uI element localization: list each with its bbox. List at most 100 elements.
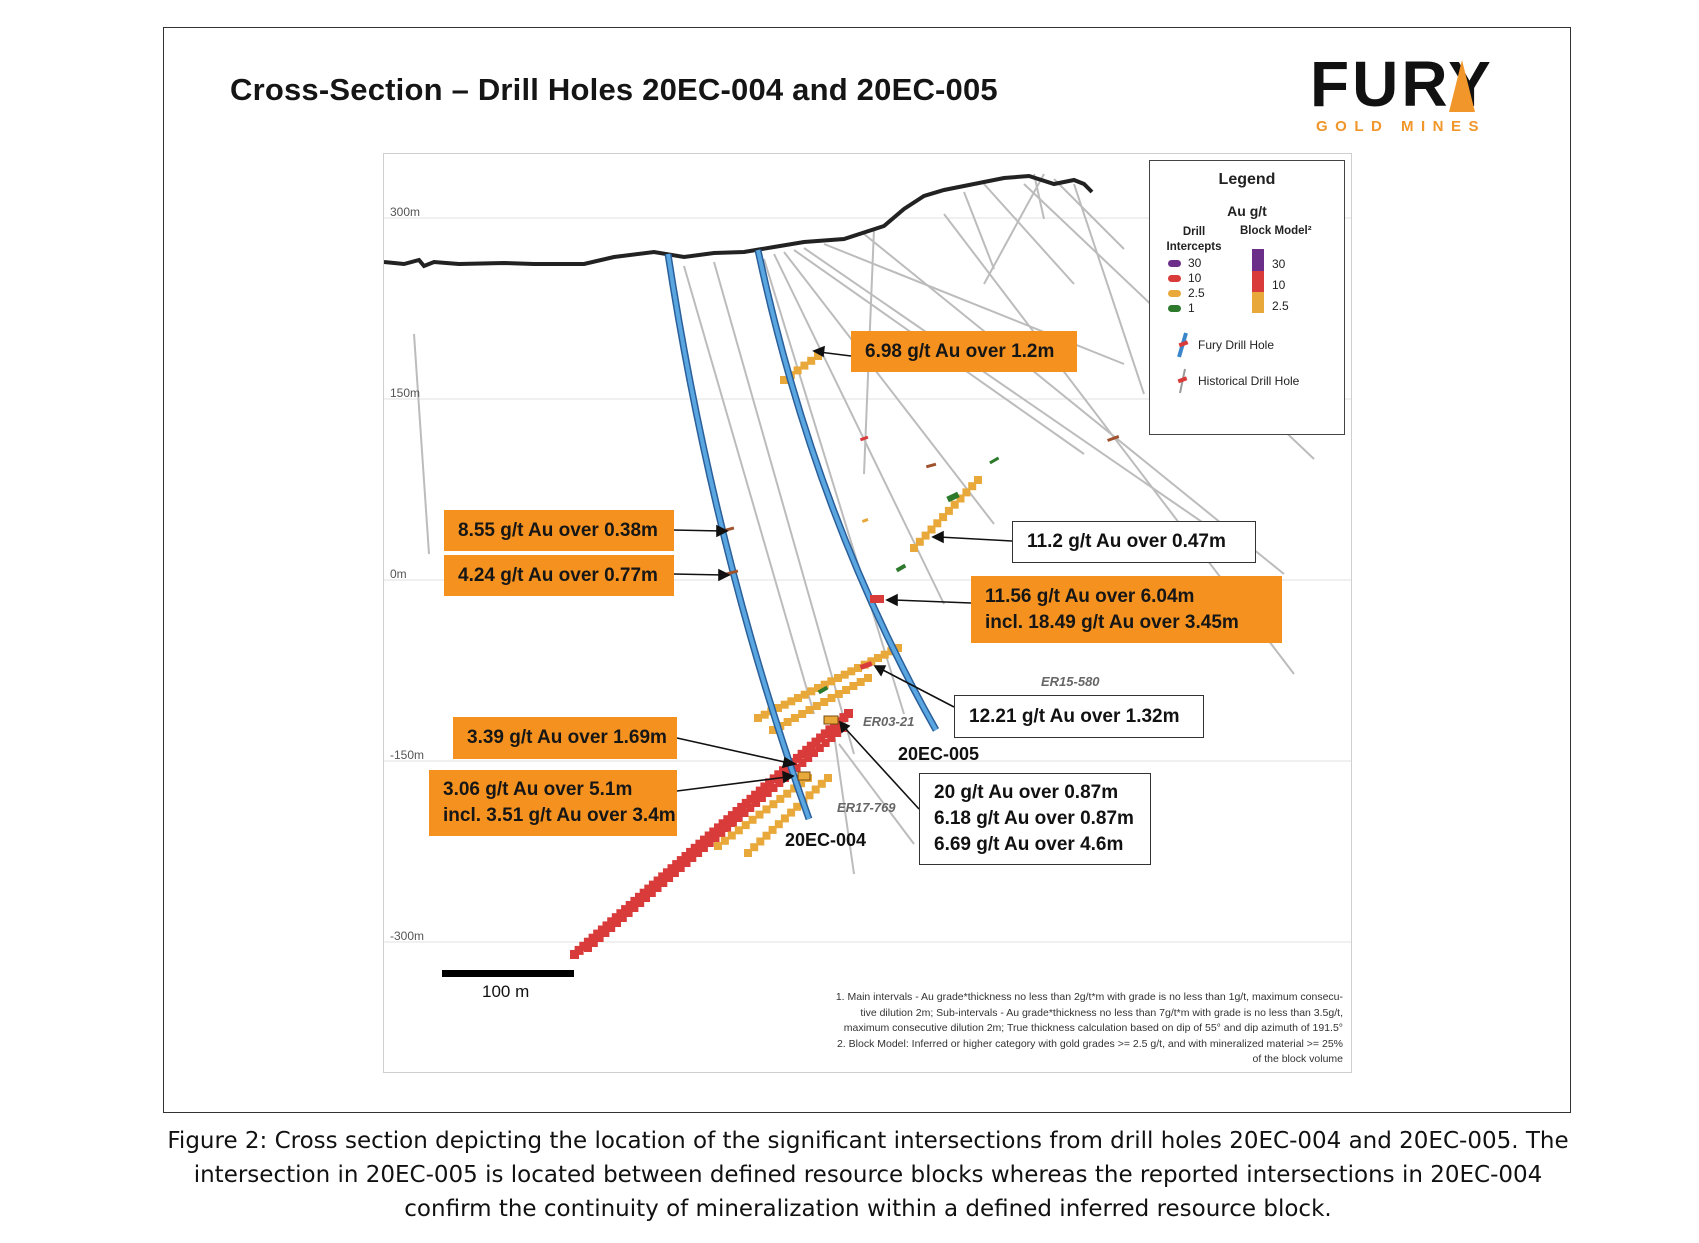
block-model-cell	[811, 737, 821, 747]
block-model-cell	[757, 794, 766, 802]
legend-block-item: 2.5	[1272, 299, 1289, 313]
block-model-cell	[727, 811, 737, 821]
block-model-cell	[805, 791, 814, 800]
callout-text: 6.98 g/t Au over 1.2m	[865, 340, 1055, 362]
block-model-cell	[659, 879, 668, 887]
block-model-cell	[686, 847, 696, 857]
logo-triangle-icon	[1449, 60, 1475, 112]
block-model-cell	[834, 674, 842, 682]
block-model-cell	[636, 899, 645, 907]
fury-drill-hole-icon	[1177, 332, 1189, 358]
block-model-cell	[927, 525, 936, 534]
logo-subtitle: GOLD MINES	[1316, 118, 1487, 135]
block-model-cell	[688, 854, 697, 862]
fury-logo: FURY GOLD MINES	[1310, 52, 1515, 142]
fury-drill-hole-20EC-004	[664, 253, 813, 821]
block-model-cell	[570, 950, 579, 959]
block-model-cell	[775, 779, 784, 787]
legend-title: Legend	[1218, 171, 1276, 188]
block-model-cell	[962, 488, 971, 497]
block-model-cell	[732, 807, 742, 816]
block-model-cell	[820, 698, 829, 706]
legend: Legend Au g/t Drill Intercepts Block Mod…	[1149, 160, 1345, 435]
block-model-cell	[797, 749, 807, 759]
block-model-cell	[933, 519, 942, 528]
callout-8-55: 8.55 g/t Au over 0.38m	[444, 510, 674, 551]
historical-label-ER03-21: ER03-21	[863, 714, 915, 729]
callout-text: incl. 3.51 g/t Au over 3.4m	[443, 805, 676, 826]
block-model-cell	[769, 726, 777, 734]
block-model-cell	[787, 808, 796, 817]
block-model-cell	[705, 839, 714, 847]
callout-20-6-18-6-69: 20 g/t Au over 0.87m 6.18 g/t Au over 0.…	[919, 773, 1151, 865]
block-model-cell	[794, 694, 802, 702]
callout-text: 4.24 g/t Au over 0.77m	[458, 564, 658, 586]
block-model-cell	[840, 670, 849, 679]
legend-fury-hole: Fury Drill Hole	[1198, 338, 1275, 352]
elevation-label-minus150: -150m	[390, 748, 425, 762]
legend-block-colorbar	[1252, 249, 1264, 313]
block-model-cell	[783, 718, 792, 726]
legend-block-header: Block Model²	[1240, 225, 1312, 237]
block-model-cell	[790, 784, 799, 793]
block-model-cell	[755, 786, 765, 796]
block-model-cell	[894, 644, 902, 652]
callout-4-24: 4.24 g/t Au over 0.77m	[444, 555, 674, 596]
block-model-cell	[653, 876, 663, 886]
legend-drill-item: 2.5	[1188, 286, 1205, 300]
block-model-cell	[774, 770, 784, 780]
block-model-cell	[589, 939, 598, 947]
block-model-cell	[847, 667, 856, 676]
callout-text: 20 g/t Au over 0.87m	[934, 782, 1119, 803]
footnote-line: maximum consecutive dilution 2m; True th…	[843, 1022, 1343, 1034]
block-model-red	[570, 709, 853, 959]
block-model-cell	[607, 924, 616, 932]
block-model-cell	[793, 366, 802, 375]
footnote-line: tive dilution 2m; Sub-intervals - Au gra…	[860, 1006, 1343, 1019]
block-model-cell	[718, 819, 728, 829]
block-model-cell	[746, 794, 756, 804]
scale-bar	[442, 970, 574, 977]
block-model-cell	[616, 909, 626, 919]
block-model-cell	[584, 944, 592, 952]
block-model-cell	[910, 544, 918, 552]
footnote-line: 1. Main intervals - Au grade*thickness n…	[835, 991, 1343, 1003]
legend-drill-item: 10	[1188, 271, 1202, 285]
callout-text: incl. 18.49 g/t Au over 3.45m	[985, 611, 1239, 633]
elevation-label-minus300: -300m	[390, 929, 425, 943]
block-model-cell	[676, 856, 686, 866]
legend-block-item: 10	[1272, 278, 1286, 292]
block-model-cell	[817, 779, 826, 788]
block-model-cell	[714, 842, 722, 850]
block-model-cell	[827, 734, 836, 742]
legend-drill-header: Drill Intercepts	[1166, 226, 1222, 253]
block-model-cell	[711, 834, 720, 842]
block-model-cell	[783, 789, 792, 798]
block-model-cell	[728, 819, 737, 827]
elevation-label-150: 150m	[390, 386, 421, 400]
block-model-cell	[939, 513, 948, 522]
block-model-cell	[647, 889, 656, 897]
block-model-orange	[714, 352, 982, 857]
block-model-cell	[854, 664, 862, 672]
block-model-cell	[815, 744, 824, 752]
legend-subtitle: Au g/t	[1227, 203, 1267, 219]
block-model-cell	[737, 802, 747, 812]
legend-historical-hole: Historical Drill Hole	[1198, 374, 1300, 388]
block-model-cell	[830, 721, 840, 731]
block-model-cell	[662, 868, 672, 878]
block-model-cell	[825, 725, 835, 735]
block-model-cell	[755, 810, 764, 819]
block-model-cell	[839, 713, 849, 723]
block-model-cell	[748, 815, 757, 824]
block-model-cell	[727, 831, 736, 840]
block-model-cell	[754, 714, 762, 722]
block-model-cell	[760, 710, 769, 719]
block-model-cell	[639, 888, 649, 898]
block-model-cell	[944, 506, 953, 515]
block-model-cell	[769, 784, 778, 792]
block-model-cell	[768, 825, 777, 834]
block-model-cell	[880, 650, 889, 659]
block-model-cell	[776, 794, 785, 803]
block-model-cell	[723, 824, 732, 832]
